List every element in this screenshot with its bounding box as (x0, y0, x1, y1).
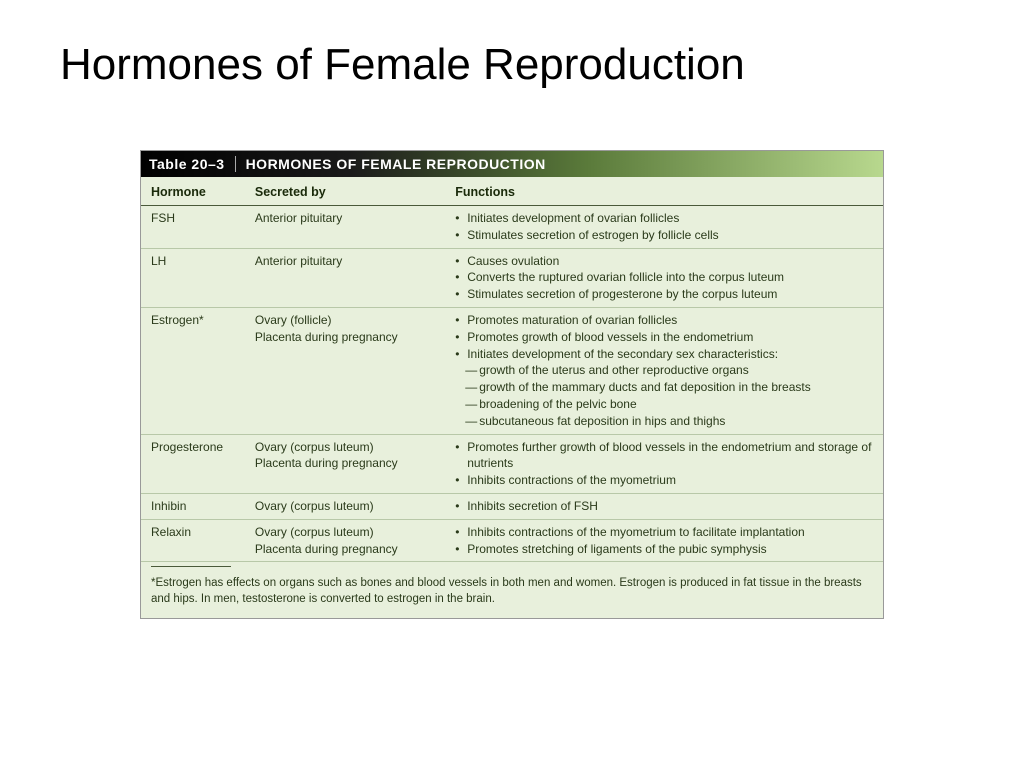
function-sub-item: growth of the mammary ducts and fat depo… (455, 379, 873, 396)
table-row: RelaxinOvary (corpus luteum) Placenta du… (141, 519, 883, 562)
function-item: Inhibits contractions of the myometrium … (455, 524, 873, 541)
cell-functions: Causes ovulationConverts the ruptured ov… (445, 248, 883, 307)
function-sub-item: broadening of the pelvic bone (455, 396, 873, 413)
cell-functions: Promotes maturation of ovarian follicles… (445, 307, 883, 434)
function-item: Converts the ruptured ovarian follicle i… (455, 269, 873, 286)
function-item: Initiates development of ovarian follicl… (455, 210, 873, 227)
function-sub-item: subcutaneous fat deposition in hips and … (455, 413, 873, 430)
cell-hormone: Progesterone (141, 434, 245, 493)
footnote-row: *Estrogen has effects on organs such as … (141, 567, 883, 617)
cell-secreted: Ovary (corpus luteum) Placenta during pr… (245, 519, 445, 562)
function-item: Initiates development of the secondary s… (455, 346, 873, 363)
table-row: Estrogen*Ovary (follicle) Placenta durin… (141, 307, 883, 434)
function-item: Promotes maturation of ovarian follicles (455, 312, 873, 329)
table-row: InhibinOvary (corpus luteum) Inhibits sec… (141, 493, 883, 519)
cell-hormone: LH (141, 248, 245, 307)
cell-functions: Promotes further growth of blood vessels… (445, 434, 883, 493)
cell-functions: Initiates development of ovarian follicl… (445, 206, 883, 249)
table-row: FSHAnterior pituitary Initiates developme… (141, 206, 883, 249)
cell-hormone: Inhibin (141, 493, 245, 519)
cell-secreted: Ovary (corpus luteum) Placenta during pr… (245, 434, 445, 493)
cell-secreted: Ovary (corpus luteum) (245, 493, 445, 519)
footnote-text: *Estrogen has effects on organs such as … (141, 567, 883, 617)
slide-title: Hormones of Female Reproduction (60, 40, 964, 90)
hormone-table: Hormone Secreted by Functions FSHAnterio… (141, 177, 883, 618)
hormone-table-container: Table 20–3 HORMONES OF FEMALE REPRODUCTI… (140, 150, 884, 619)
function-item: Promotes further growth of blood vessels… (455, 439, 873, 473)
function-sub-item: growth of the uterus and other reproduct… (455, 362, 873, 379)
cell-secreted: Anterior pituitary (245, 206, 445, 249)
table-title: HORMONES OF FEMALE REPRODUCTION (246, 156, 546, 172)
function-item: Promotes growth of blood vessels in the … (455, 329, 873, 346)
function-item: Stimulates secretion of estrogen by foll… (455, 227, 873, 244)
table-label: Table 20–3 (149, 156, 236, 172)
slide: Hormones of Female Reproduction Table 20… (0, 0, 1024, 768)
table-header-row: Hormone Secreted by Functions (141, 177, 883, 206)
col-header-functions: Functions (445, 177, 883, 206)
function-item: Causes ovulation (455, 253, 873, 270)
function-item: Inhibits contractions of the myometrium (455, 472, 873, 489)
cell-hormone: Estrogen* (141, 307, 245, 434)
cell-functions: Inhibits contractions of the myometrium … (445, 519, 883, 562)
table-row: ProgesteroneOvary (corpus luteum) Placen… (141, 434, 883, 493)
col-header-secreted: Secreted by (245, 177, 445, 206)
function-item: Stimulates secretion of progesterone by … (455, 286, 873, 303)
cell-functions: Inhibits secretion of FSH (445, 493, 883, 519)
table-header-bar: Table 20–3 HORMONES OF FEMALE REPRODUCTI… (141, 151, 883, 177)
col-header-hormone: Hormone (141, 177, 245, 206)
function-item: Promotes stretching of ligaments of the … (455, 541, 873, 558)
cell-hormone: FSH (141, 206, 245, 249)
function-item: Inhibits secretion of FSH (455, 498, 873, 515)
table-row: LHAnterior pituitaryCauses ovulationConv… (141, 248, 883, 307)
cell-secreted: Anterior pituitary (245, 248, 445, 307)
cell-hormone: Relaxin (141, 519, 245, 562)
cell-secreted: Ovary (follicle) Placenta during pregnan… (245, 307, 445, 434)
